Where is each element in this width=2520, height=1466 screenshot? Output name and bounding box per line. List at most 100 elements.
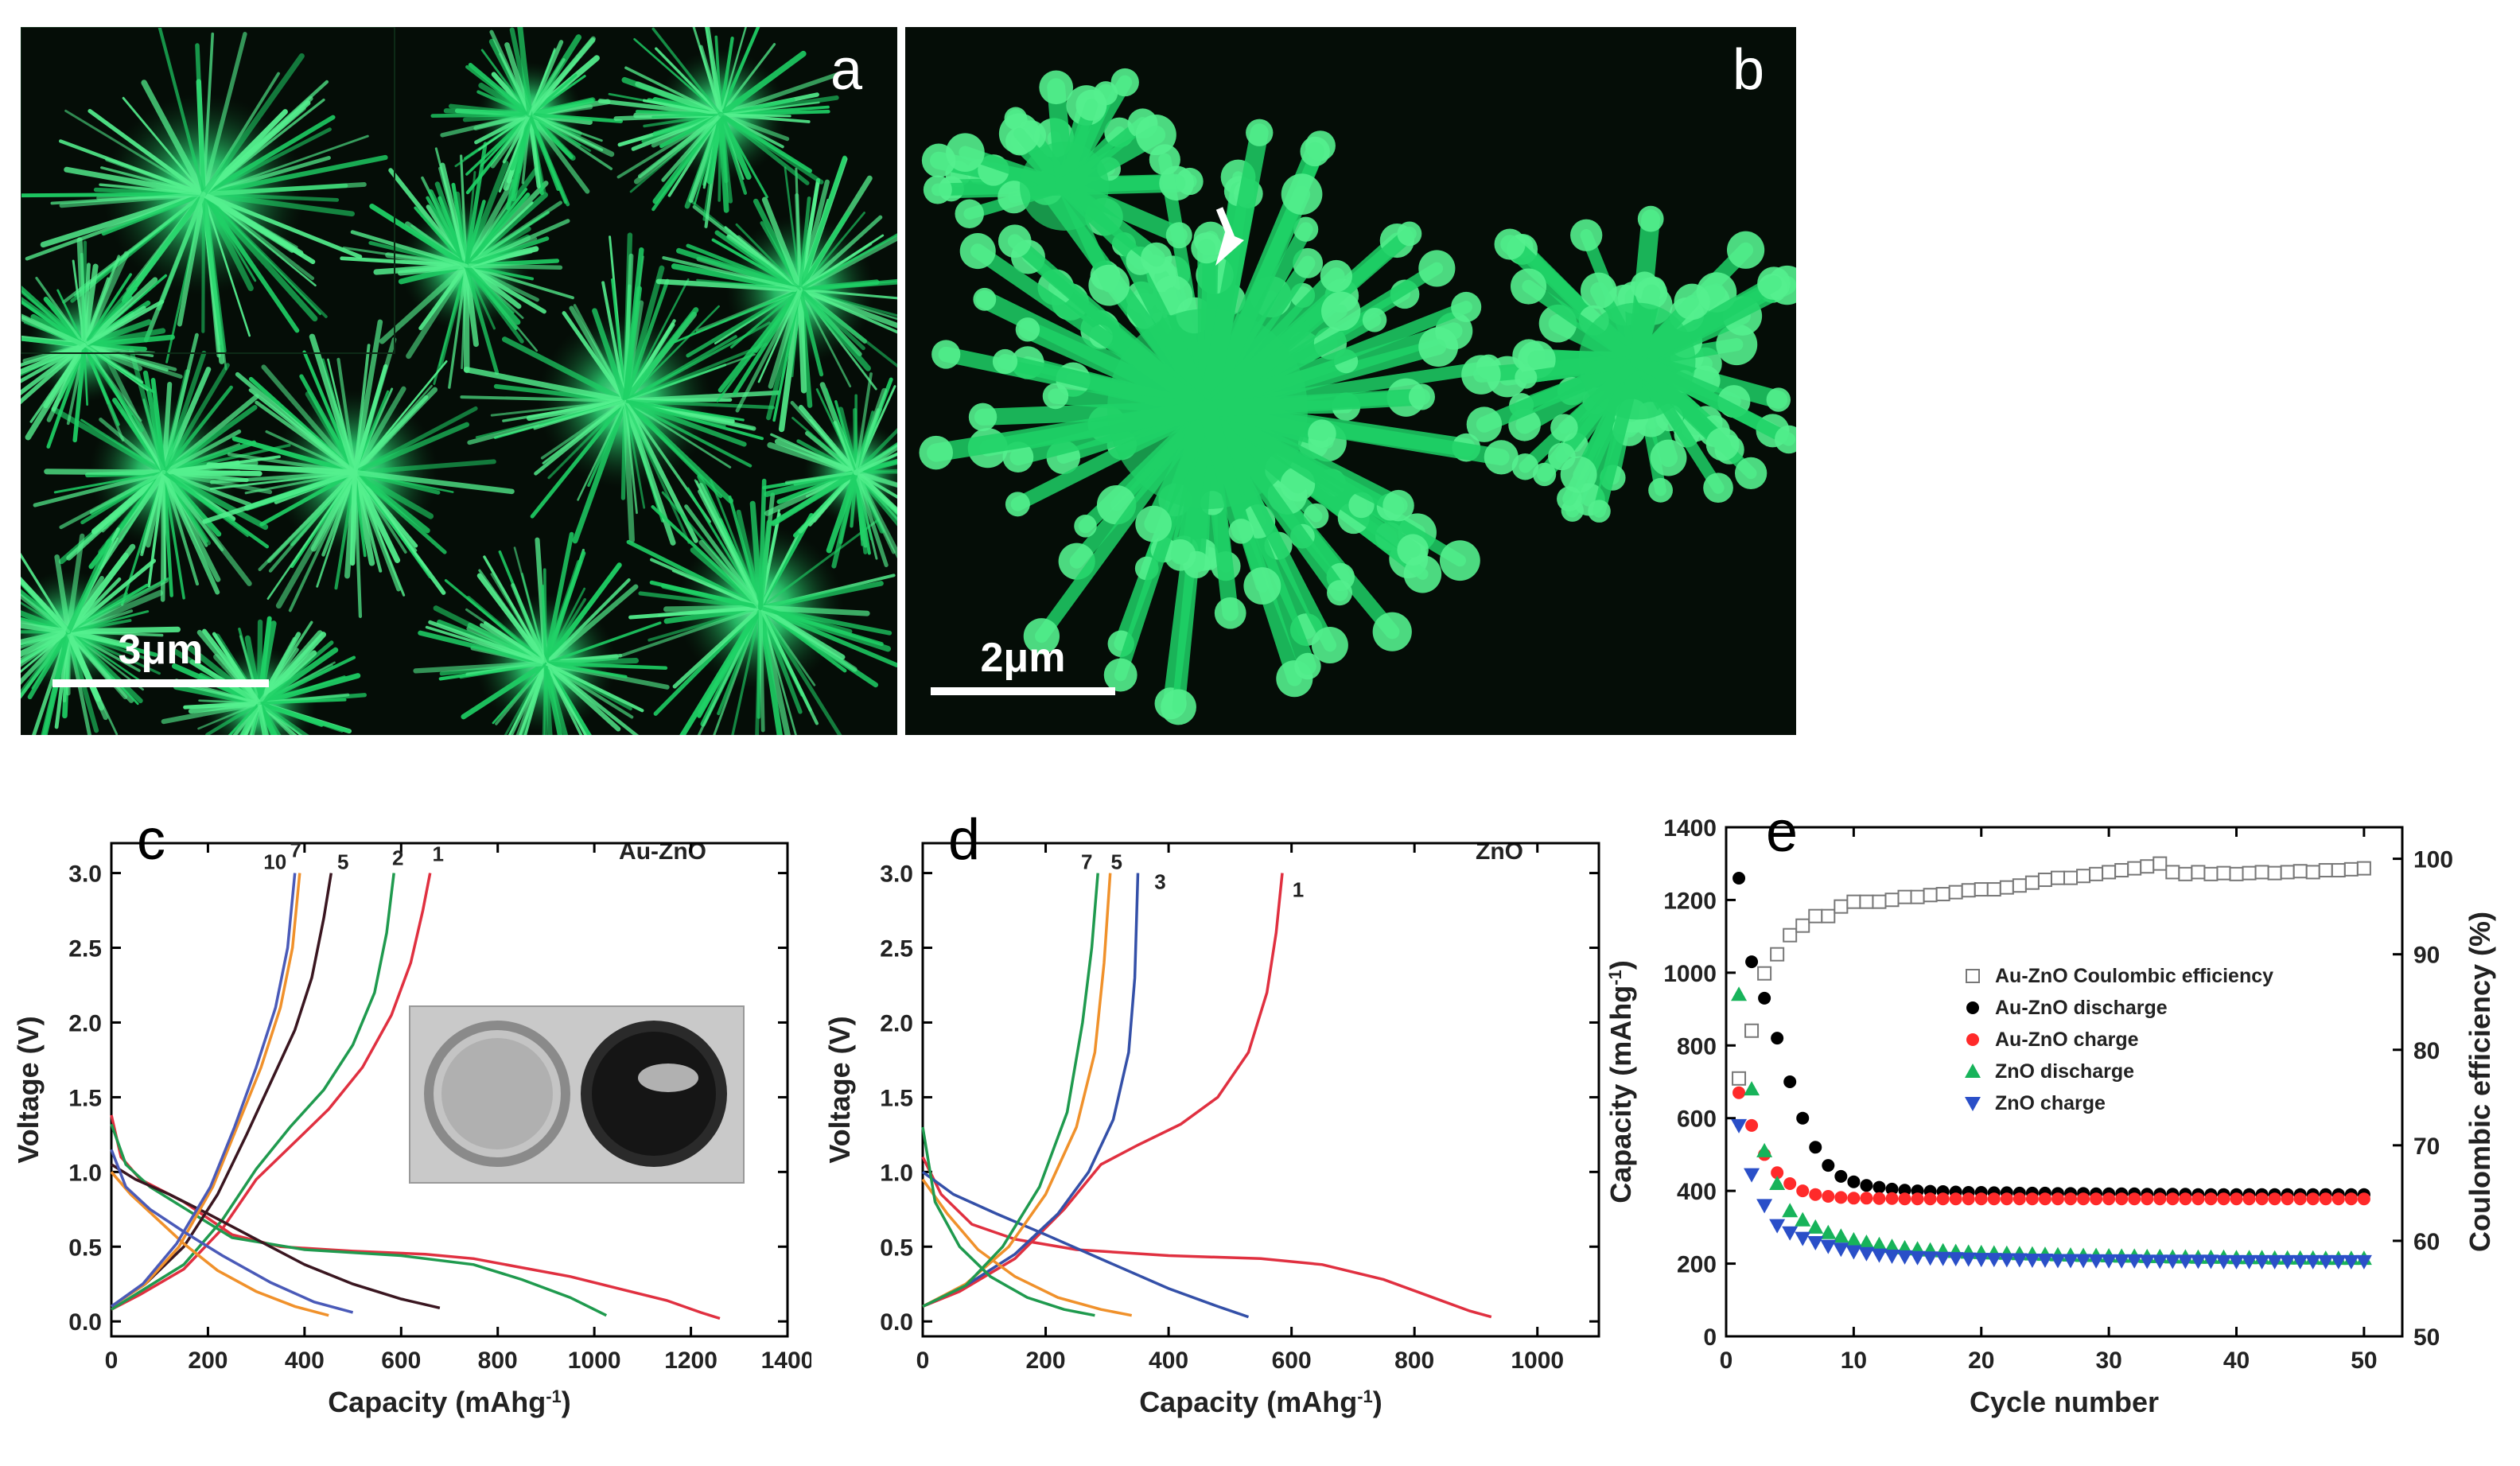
y2-tick-label: 50 — [2413, 1324, 2440, 1351]
y-tick-label: 2.0 — [68, 1010, 102, 1036]
data-point — [1860, 1192, 1872, 1204]
data-point — [1999, 1254, 2015, 1268]
data-point — [1758, 967, 1771, 980]
y2-tick-label: 80 — [2413, 1038, 2440, 1064]
x-tick-label: 200 — [188, 1347, 228, 1374]
data-point — [2026, 877, 2039, 889]
data-point — [2320, 1192, 2332, 1205]
y-tick-label: 800 — [1677, 1033, 1717, 1060]
data-point — [2204, 1192, 2217, 1205]
data-point — [1769, 1176, 1785, 1190]
data-point — [1745, 955, 1758, 968]
x-tick-label: 1000 — [1511, 1347, 1564, 1374]
data-point — [1834, 1170, 1847, 1183]
y-tick-label: 3.0 — [880, 861, 913, 888]
data-point — [1783, 929, 1796, 942]
data-point — [1731, 1119, 1747, 1134]
y2-tick-label: 90 — [2413, 943, 2440, 969]
curve-label: 5 — [1110, 850, 1122, 874]
y-tick-label: 1200 — [1663, 888, 1717, 914]
data-point — [2179, 868, 2191, 881]
y-tick-label: 0.0 — [68, 1309, 102, 1336]
data-point — [1899, 891, 1911, 904]
data-point — [2332, 864, 2345, 877]
data-point — [2102, 865, 2115, 878]
data-point — [1809, 910, 1822, 923]
data-point — [1807, 1236, 1823, 1250]
data-point — [1807, 1219, 1823, 1234]
data-point — [1910, 1251, 1926, 1266]
data-point — [2039, 1192, 2051, 1205]
panel-label-d: d — [948, 808, 980, 872]
curve-label: 1 — [1293, 878, 1304, 902]
curve-label: 3 — [1154, 870, 1165, 894]
data-point — [1885, 1192, 1898, 1205]
data-point — [2294, 865, 2307, 877]
data-point — [2153, 1192, 2166, 1205]
data-point — [1796, 1184, 1809, 1197]
x-tick-label: 400 — [1149, 1347, 1188, 1374]
data-point — [1950, 886, 1962, 899]
y2-axis-title: Coulombic efficiency (%) — [2464, 912, 2496, 1252]
data-point — [1974, 1253, 1989, 1267]
data-point — [1731, 986, 1747, 1001]
curve-label: 1 — [432, 842, 443, 866]
plot-frame — [923, 843, 1599, 1336]
legend-marker — [1966, 1001, 1979, 1014]
data-point — [1783, 1177, 1796, 1190]
data-point — [1796, 1112, 1809, 1125]
data-point — [1758, 992, 1771, 1005]
data-point — [2090, 1192, 2102, 1205]
curve-label: 7 — [1081, 850, 1092, 874]
data-point — [2307, 865, 2320, 878]
data-point — [2358, 1192, 2370, 1205]
series-7-discharge-line — [923, 1127, 1095, 1316]
data-point — [1847, 1176, 1860, 1188]
data-point — [1948, 1252, 1964, 1266]
x-tick-label: 0 — [1720, 1347, 1733, 1374]
data-point — [2204, 868, 2217, 881]
data-point — [1745, 1119, 1758, 1132]
x-tick-label: 800 — [478, 1347, 518, 1374]
data-point — [1950, 1192, 1962, 1205]
data-point — [2191, 1192, 2204, 1205]
y-tick-label: 2.5 — [68, 936, 102, 962]
data-point — [2294, 1192, 2307, 1205]
data-point — [2090, 868, 2102, 881]
data-point — [1769, 1219, 1785, 1234]
data-point — [1923, 1251, 1939, 1266]
micrograph-a: a 3μm — [21, 27, 897, 735]
data-point — [1860, 1179, 1872, 1192]
data-point — [1834, 1191, 1847, 1204]
legend-label: Au-ZnO charge — [1995, 1029, 2139, 1051]
y-tick-label: 1.5 — [880, 1085, 913, 1111]
data-point — [1756, 1143, 1772, 1157]
y-axis-title: Voltage (V) — [823, 1016, 856, 1163]
data-point — [2281, 865, 2294, 878]
data-point — [2179, 1192, 2191, 1205]
data-point — [2051, 1192, 2064, 1205]
x-tick-label: 400 — [285, 1347, 325, 1374]
y-tick-label: 3.0 — [68, 861, 102, 888]
data-point — [1822, 1190, 1834, 1203]
curve-label: 2 — [392, 846, 403, 870]
data-point — [2345, 863, 2358, 876]
data-point — [1884, 1250, 1900, 1264]
data-point — [2217, 867, 2230, 880]
scalebar-b — [931, 687, 1115, 695]
data-point — [1911, 1192, 1924, 1205]
data-point — [2153, 857, 2166, 870]
data-point — [2230, 1192, 2243, 1205]
data-point — [2191, 865, 2204, 878]
data-point — [2064, 1192, 2077, 1205]
y-tick-label: 600 — [1677, 1106, 1717, 1133]
x-axis-title: Cycle number — [1970, 1386, 2159, 1418]
data-point — [1924, 889, 1937, 901]
x-tick-label: 200 — [1026, 1347, 1066, 1374]
data-point — [2217, 1192, 2230, 1205]
legend-label: Au-ZnO Coulombic efficiency — [1995, 965, 2273, 987]
x-tick-label: 0 — [105, 1347, 119, 1374]
x-tick-label: 600 — [381, 1347, 421, 1374]
